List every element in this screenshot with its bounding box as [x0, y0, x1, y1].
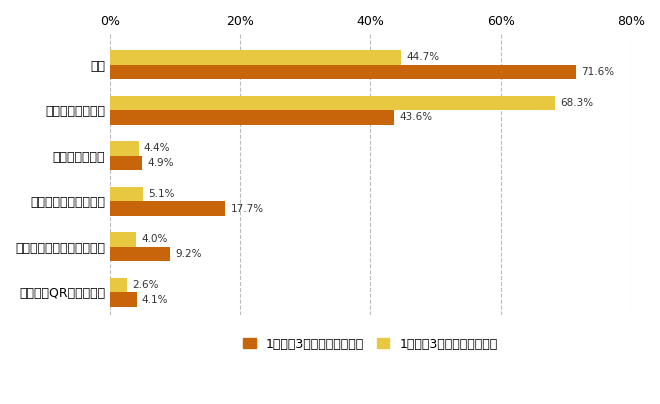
Text: 2.6%: 2.6% [132, 280, 158, 290]
Bar [110, 187, 143, 201]
Text: 44.7%: 44.7% [407, 53, 440, 63]
Bar [110, 50, 401, 65]
Text: 4.1%: 4.1% [142, 295, 168, 305]
Bar [110, 110, 394, 125]
Text: 43.6%: 43.6% [399, 112, 432, 122]
Text: 5.1%: 5.1% [148, 189, 175, 199]
Bar [110, 247, 170, 261]
Text: 4.4%: 4.4% [144, 143, 170, 154]
Bar [110, 141, 139, 156]
Bar [110, 65, 576, 79]
Text: 71.6%: 71.6% [581, 67, 614, 77]
Legend: 1千円以3千円未満の買い物, 1万円以3万円未満の買い物: 1千円以3千円未満の買い物, 1万円以3万円未満の買い物 [238, 332, 502, 356]
Bar [110, 96, 555, 110]
Text: 4.0%: 4.0% [141, 234, 168, 244]
Bar [110, 292, 137, 307]
Text: 68.3%: 68.3% [560, 98, 593, 108]
Text: 9.2%: 9.2% [175, 249, 201, 259]
Bar [110, 232, 136, 247]
Bar [110, 156, 142, 170]
Bar [110, 201, 225, 216]
Text: 17.7%: 17.7% [230, 204, 263, 213]
Bar [110, 278, 127, 292]
Text: 4.9%: 4.9% [147, 158, 174, 168]
